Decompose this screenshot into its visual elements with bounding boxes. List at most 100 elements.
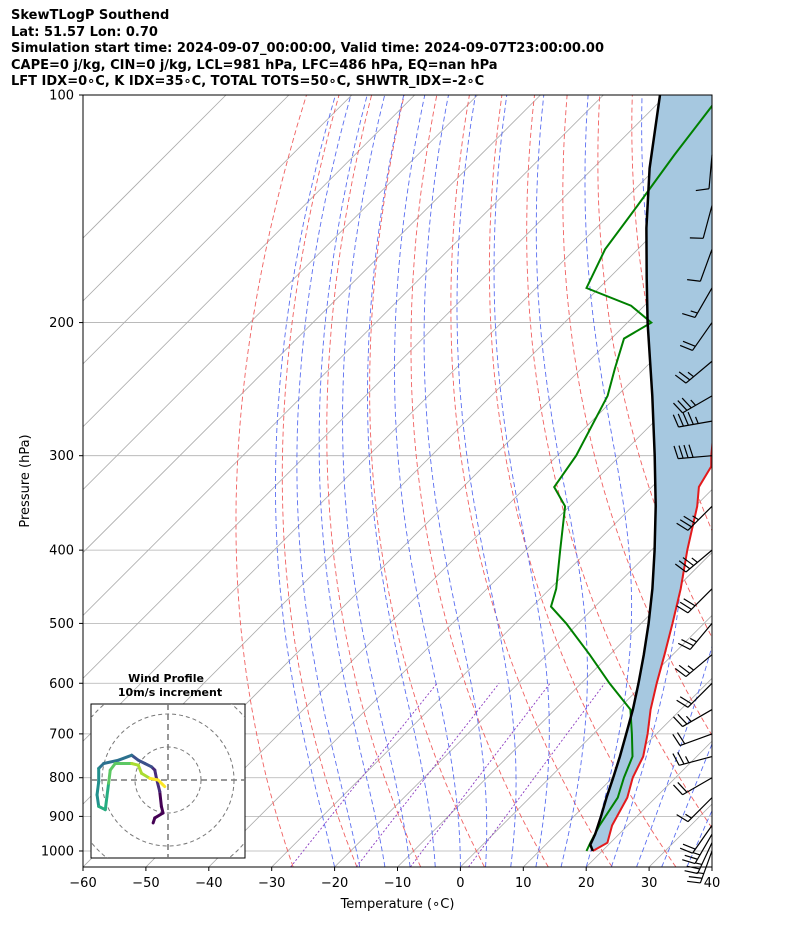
dry-adiabat-line	[369, 95, 485, 867]
hodograph-segment	[95, 793, 101, 808]
hodograph-inset: Wind Profile 10m/s increment	[90, 672, 246, 859]
isotherm-line	[83, 95, 227, 239]
wind-barb	[676, 588, 713, 614]
sounding-data	[549, 95, 712, 852]
hodograph-segment	[95, 780, 101, 797]
y-tick-label: 800	[49, 771, 74, 786]
isotherm-line	[83, 95, 667, 679]
wind-barb	[672, 751, 713, 766]
wind-barb	[674, 654, 713, 678]
wind-barb	[672, 732, 713, 747]
isotherm-line	[83, 95, 541, 554]
moist-adiabat-line	[686, 809, 712, 867]
mixing-ratio-line	[468, 683, 606, 867]
dry-adiabat-line	[763, 95, 794, 867]
wind-barb	[689, 205, 713, 239]
moist-adiabat-line	[394, 95, 461, 867]
moist-adiabat-line	[367, 95, 436, 867]
isotherm-line	[83, 95, 415, 428]
isotherm-line	[334, 489, 712, 867]
hodograph-title: Wind Profile	[128, 672, 204, 685]
wind-barb	[674, 549, 713, 573]
hodograph-segment	[102, 758, 120, 765]
x-tick-label: −40	[195, 876, 222, 891]
x-axis-label: Temperature (∘C)	[340, 897, 455, 912]
moist-adiabat-line	[275, 95, 336, 867]
y-axis-label: Pressure (hPa)	[18, 434, 33, 527]
x-tick-label: −50	[132, 876, 159, 891]
y-tick-label: 900	[49, 810, 74, 825]
hodograph-plot	[91, 704, 245, 858]
isotherm-line	[83, 95, 604, 616]
parcel-profile	[588, 95, 662, 852]
dry-adiabat-line	[730, 95, 794, 867]
chart-title: SkewTLogP Southend	[11, 8, 170, 23]
mixing-ratio-line	[290, 683, 438, 867]
moist-adiabat-line	[610, 95, 684, 867]
isotherm-line	[271, 426, 712, 867]
y-tick-label: 500	[49, 617, 74, 632]
hodograph-segment	[158, 790, 163, 808]
moist-adiabat-line	[423, 95, 488, 867]
wind-barbs	[672, 154, 713, 884]
wind-barb	[672, 411, 713, 428]
hodograph-segment	[161, 783, 167, 789]
isotherm-line	[83, 95, 353, 365]
isotherm-line	[83, 95, 478, 491]
x-tick-label: 0	[456, 876, 464, 891]
moist-adiabat-line	[584, 95, 633, 867]
y-tick-label: 200	[49, 316, 74, 331]
isotherm-line	[460, 614, 712, 867]
isotherm-line	[83, 95, 290, 302]
dry-adiabat-line	[450, 95, 613, 867]
wind-barb	[673, 395, 713, 414]
dry-adiabat-line	[281, 95, 358, 867]
wind-barb	[679, 322, 713, 351]
wind-barb	[682, 833, 713, 865]
wind-barb	[676, 505, 713, 531]
x-tick-label: 40	[704, 876, 721, 891]
isotherm-line	[83, 111, 712, 742]
y-tick-label: 300	[49, 449, 74, 464]
y-tick-label: 1000	[41, 844, 74, 859]
wind-barb	[682, 287, 713, 318]
moist-adiabat-line	[318, 95, 386, 867]
hodograph-segment	[103, 795, 109, 812]
dry-adiabat-line	[326, 95, 422, 867]
dewpoint-profile	[549, 104, 712, 852]
wind-barb	[684, 842, 713, 875]
time-line: Simulation start time: 2024-09-07_00:00:…	[11, 41, 604, 56]
dry-adiabat-line	[410, 95, 549, 867]
chart-header: SkewTLogP Southend Lat: 51.57 Lon: 0.70 …	[11, 8, 791, 91]
moist-adiabat-line	[296, 95, 361, 867]
y-tick-label: 600	[49, 677, 74, 692]
wind-barb	[673, 709, 713, 728]
moist-adiabat-line	[636, 95, 712, 867]
x-tick-label: −30	[258, 876, 285, 891]
cape-shading	[590, 95, 712, 851]
hodograph-segment	[140, 771, 152, 780]
mixing-ratio-line	[410, 683, 551, 867]
y-tick-label: 100	[49, 89, 74, 104]
dry-adiabat-line	[488, 95, 677, 867]
wind-barb	[673, 777, 713, 796]
hodograph-subtitle: 10m/s increment	[118, 686, 222, 699]
x-tick-label: −10	[384, 876, 411, 891]
x-tick-label: 20	[578, 876, 595, 891]
mixing-ratio-line	[355, 683, 500, 867]
moist-adiabat-line	[493, 95, 550, 867]
x-tick-label: −60	[69, 876, 96, 891]
background-grid	[83, 95, 794, 867]
isotherm-line	[523, 677, 712, 867]
moist-adiabat-line	[535, 95, 588, 867]
dry-adiabat-line	[526, 95, 712, 829]
hodograph-segment	[117, 753, 134, 762]
wind-barb	[676, 797, 713, 823]
y-tick-label: 400	[49, 544, 74, 559]
location-line: Lat: 51.57 Lon: 0.70	[11, 24, 158, 40]
moist-adiabat-line	[342, 95, 411, 867]
wind-barb	[674, 360, 713, 384]
wind-barb	[695, 154, 713, 192]
y-tick-label: 700	[49, 727, 74, 742]
